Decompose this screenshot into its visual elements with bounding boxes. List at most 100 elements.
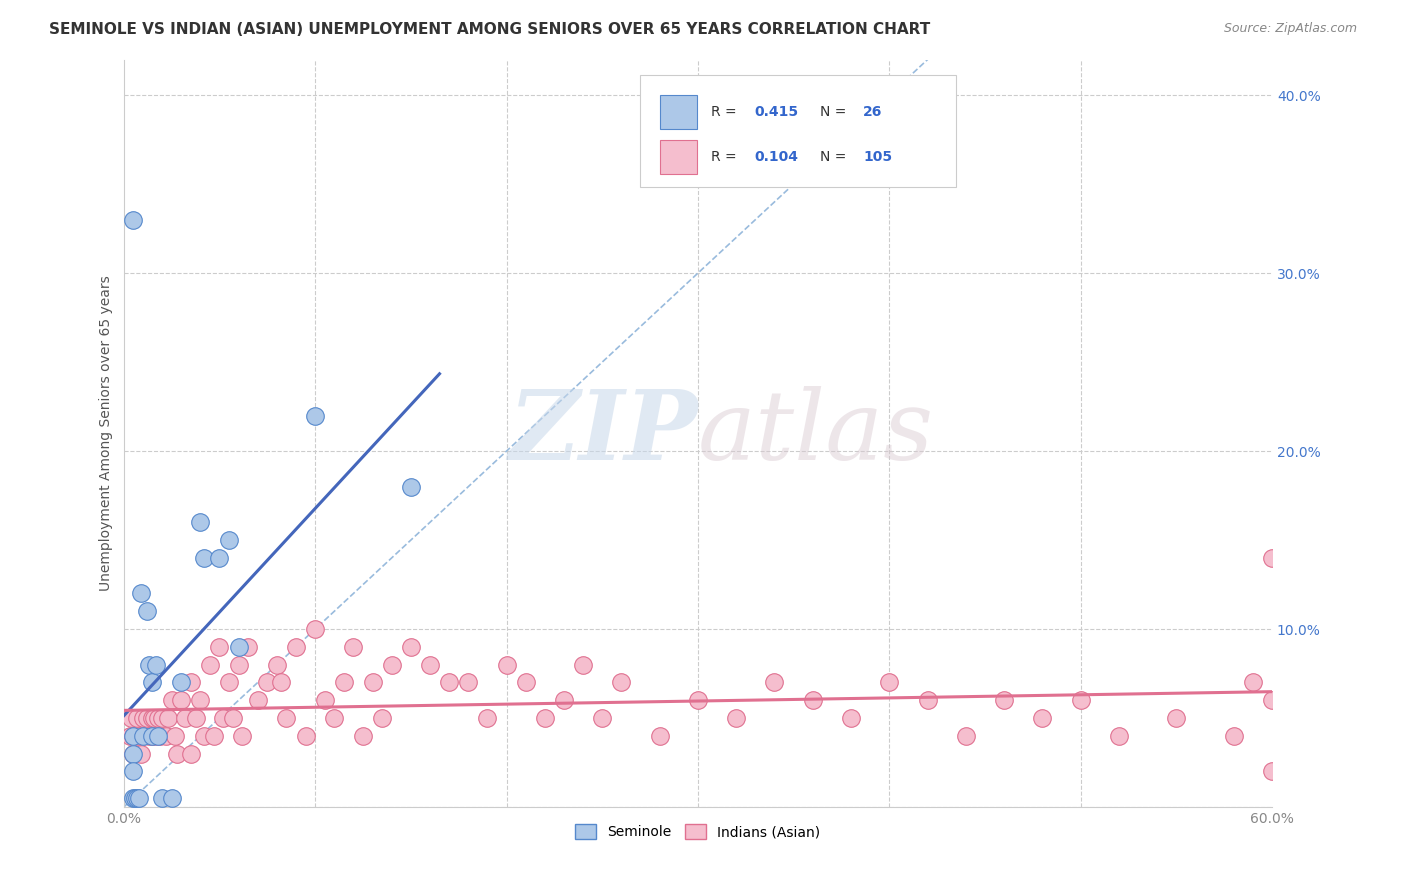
Point — [148, 711, 170, 725]
Point — [276, 711, 298, 725]
Point — [165, 729, 187, 743]
Point — [304, 409, 326, 423]
FancyBboxPatch shape — [659, 95, 697, 129]
Text: N =: N = — [820, 105, 851, 120]
Text: 0.415: 0.415 — [754, 105, 799, 120]
Point — [145, 657, 167, 672]
Point — [170, 675, 193, 690]
Point — [122, 764, 145, 779]
Point — [132, 711, 155, 725]
Point — [399, 640, 422, 654]
Point — [917, 693, 939, 707]
Point — [495, 657, 517, 672]
Point — [725, 711, 748, 725]
Point — [149, 729, 172, 743]
Point — [218, 533, 240, 548]
Point — [801, 693, 824, 707]
Point — [342, 640, 364, 654]
Point — [193, 729, 215, 743]
Point — [294, 729, 316, 743]
Point — [218, 675, 240, 690]
Point — [135, 604, 157, 618]
Point — [477, 711, 499, 725]
FancyBboxPatch shape — [659, 140, 697, 174]
Point — [610, 675, 633, 690]
Point — [686, 693, 709, 707]
Point — [533, 711, 555, 725]
Point — [256, 675, 278, 690]
Point — [381, 657, 404, 672]
Point — [150, 711, 173, 725]
Point — [1166, 711, 1188, 725]
Point — [591, 711, 613, 725]
Point — [128, 729, 150, 743]
Point — [304, 622, 326, 636]
Point — [127, 791, 149, 805]
Point — [141, 675, 163, 690]
Point — [122, 729, 145, 743]
Point — [419, 657, 441, 672]
Point — [180, 675, 202, 690]
Text: R =: R = — [710, 105, 741, 120]
Text: R =: R = — [710, 150, 741, 164]
Point — [333, 675, 356, 690]
Point — [285, 640, 308, 654]
Point — [166, 747, 188, 761]
Point — [135, 711, 157, 725]
Point — [198, 657, 221, 672]
Point — [202, 729, 225, 743]
Point — [228, 640, 250, 654]
Point — [457, 675, 479, 690]
Y-axis label: Unemployment Among Seniors over 65 years: Unemployment Among Seniors over 65 years — [100, 276, 114, 591]
Point — [238, 640, 260, 654]
Point — [124, 729, 146, 743]
Point — [208, 640, 231, 654]
Point — [186, 711, 208, 725]
Point — [127, 711, 149, 725]
Point — [270, 675, 292, 690]
Point — [148, 729, 170, 743]
Text: 105: 105 — [863, 150, 893, 164]
Point — [993, 693, 1015, 707]
Point — [314, 693, 336, 707]
Point — [170, 693, 193, 707]
Point — [132, 729, 155, 743]
Point — [160, 791, 183, 805]
Point — [132, 729, 155, 743]
Point — [138, 729, 160, 743]
Point — [1070, 693, 1092, 707]
Point — [141, 711, 163, 725]
Point — [1108, 729, 1130, 743]
Point — [122, 747, 145, 761]
Point — [1261, 764, 1284, 779]
Point — [138, 657, 160, 672]
Point — [129, 747, 152, 761]
Point — [212, 711, 235, 725]
Point — [228, 657, 250, 672]
Point — [361, 675, 384, 690]
Point — [371, 711, 394, 725]
Point — [839, 711, 862, 725]
Point — [150, 791, 173, 805]
Point — [323, 711, 346, 725]
Text: N =: N = — [820, 150, 851, 164]
Point — [143, 711, 166, 725]
Point — [553, 693, 575, 707]
Point — [1241, 675, 1264, 690]
Point — [120, 711, 142, 725]
Point — [122, 791, 145, 805]
Point — [763, 675, 786, 690]
Text: 0.104: 0.104 — [754, 150, 799, 164]
Point — [193, 550, 215, 565]
Point — [145, 729, 167, 743]
Point — [156, 711, 179, 725]
Point — [437, 675, 460, 690]
Point — [180, 747, 202, 761]
Text: Source: ZipAtlas.com: Source: ZipAtlas.com — [1223, 22, 1357, 36]
Point — [122, 212, 145, 227]
Point — [572, 657, 595, 672]
Point — [1261, 550, 1284, 565]
Text: SEMINOLE VS INDIAN (ASIAN) UNEMPLOYMENT AMONG SENIORS OVER 65 YEARS CORRELATION : SEMINOLE VS INDIAN (ASIAN) UNEMPLOYMENT … — [49, 22, 931, 37]
Point — [222, 711, 245, 725]
Point — [129, 586, 152, 600]
